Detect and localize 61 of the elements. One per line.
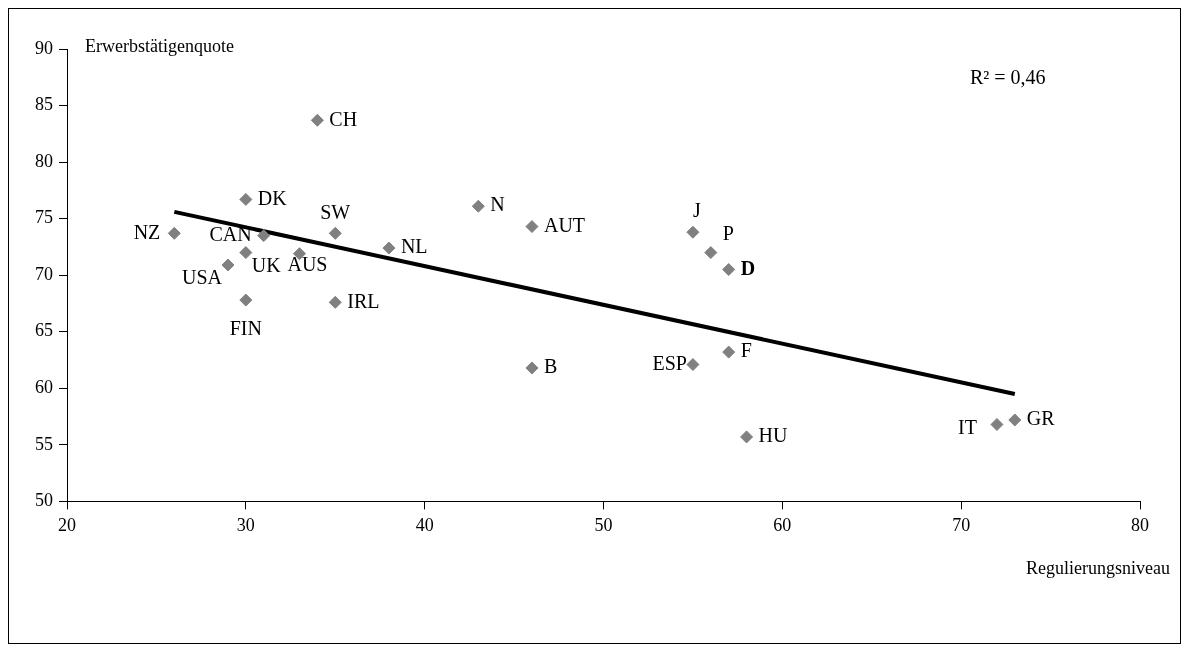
y-tick-label: 85 xyxy=(35,94,53,115)
x-tick-label: 80 xyxy=(1131,514,1149,535)
point xyxy=(328,295,342,309)
point xyxy=(310,113,324,127)
y-tick-label: 60 xyxy=(35,377,53,398)
point xyxy=(382,241,396,255)
point xyxy=(740,430,754,444)
point xyxy=(722,345,736,359)
annotation: CH xyxy=(329,107,358,130)
point xyxy=(525,361,539,375)
y-tick-label: 75 xyxy=(35,207,53,228)
annotation: N xyxy=(490,193,505,216)
point xyxy=(257,229,271,243)
annotation: USA xyxy=(181,266,223,289)
x-axis-title: Regulierungsniveau xyxy=(1026,558,1170,579)
x-tick-label: 20 xyxy=(58,514,76,535)
annotation: DK xyxy=(257,186,288,209)
point xyxy=(471,199,485,213)
annotation: R² = 0,46 xyxy=(970,66,1046,89)
y-tick-label: 90 xyxy=(35,37,53,58)
annotation: B xyxy=(543,355,558,378)
x-tick-label: 40 xyxy=(415,514,434,535)
point xyxy=(221,258,235,272)
annotation: IT xyxy=(958,415,977,438)
annotation: FIN xyxy=(229,317,262,340)
point xyxy=(704,246,718,260)
point xyxy=(239,293,253,307)
annotation: AUT xyxy=(543,213,586,236)
annotation: GR xyxy=(1026,407,1056,430)
point xyxy=(1008,413,1022,427)
annotation: F xyxy=(740,339,752,362)
annotation: J xyxy=(693,199,702,222)
annotation: P xyxy=(722,221,734,244)
point xyxy=(328,226,342,240)
point xyxy=(686,225,700,239)
x-tick-label: 50 xyxy=(594,514,613,535)
annotation: AUS xyxy=(287,252,328,275)
y-tick-label: 55 xyxy=(35,433,53,454)
point xyxy=(990,417,1004,431)
y-axis-title: Erwerbstätigenquote xyxy=(85,35,234,56)
point xyxy=(239,246,253,260)
annotation: SW xyxy=(320,200,351,223)
annotation: IRL xyxy=(347,289,380,312)
point xyxy=(167,226,181,240)
annotation: UK xyxy=(251,253,282,276)
point xyxy=(686,358,700,372)
point xyxy=(239,192,253,206)
y-tick-label: 80 xyxy=(35,150,53,171)
x-tick-label: 70 xyxy=(952,514,971,535)
x-tick-label: 30 xyxy=(236,514,255,535)
annotation: NL xyxy=(400,235,428,258)
y-tick-label: 70 xyxy=(35,263,53,284)
annotation: ESP xyxy=(652,351,687,374)
point xyxy=(525,220,539,234)
y-tick-label: 50 xyxy=(35,490,53,511)
x-tick-label: 60 xyxy=(773,514,792,535)
annotation: HU xyxy=(758,424,789,447)
point xyxy=(722,263,736,277)
annotation: NZ xyxy=(133,220,161,243)
annotation: D xyxy=(740,256,756,279)
y-tick-label: 65 xyxy=(35,320,53,341)
